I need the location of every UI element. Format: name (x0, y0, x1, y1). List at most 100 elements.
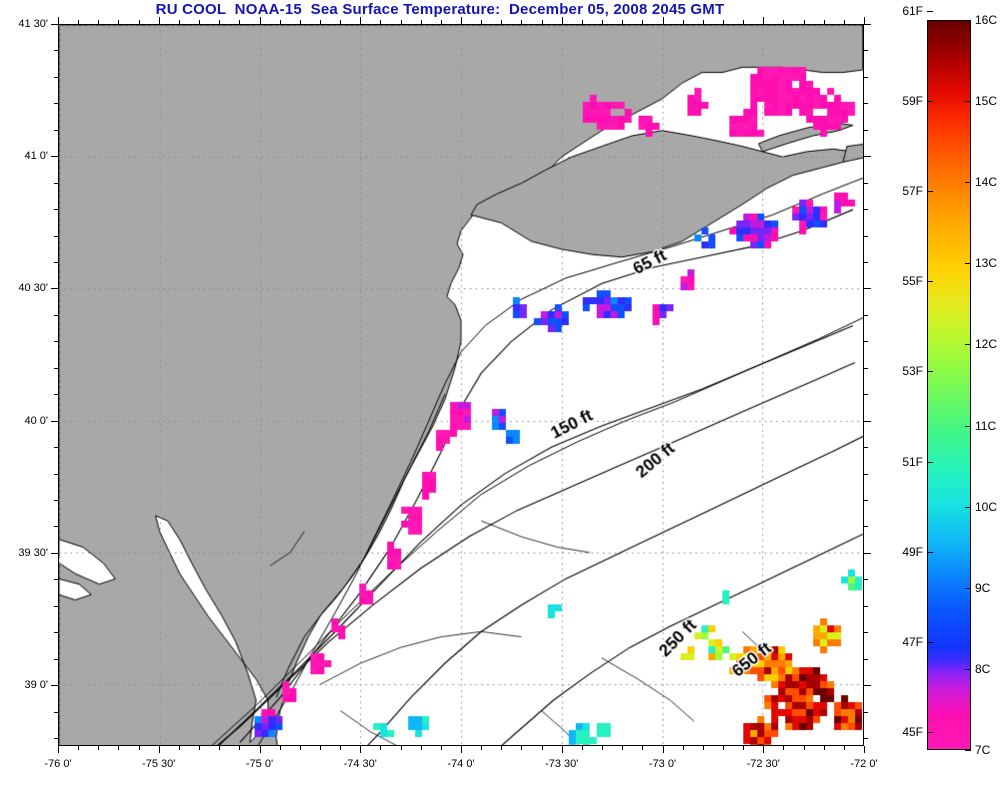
x-axis-minor-tick (178, 20, 180, 24)
y-axis-minor-tick (864, 500, 868, 502)
colorbar-tick-fahrenheit (927, 191, 933, 193)
y-axis-minor-tick (864, 367, 868, 369)
colorbar-tick-fahrenheit (927, 281, 933, 283)
x-axis-minor-tick (219, 20, 221, 24)
colorbar-label-fahrenheit: 61F (902, 3, 923, 18)
y-axis-minor-tick (864, 473, 868, 475)
y-axis-label: 40 0' (24, 414, 48, 427)
y-axis-minor-tick (54, 341, 58, 343)
x-axis-minor-tick (501, 20, 503, 24)
x-axis-minor-tick (219, 746, 221, 750)
x-axis-minor-tick (642, 20, 644, 24)
x-axis-minor-tick (78, 746, 80, 750)
sst-map-canvas[interactable] (59, 25, 863, 745)
x-axis-label: -74 0' (447, 758, 475, 770)
y-axis-minor-tick (54, 526, 58, 528)
y-axis-minor-tick (54, 50, 58, 52)
x-axis-minor-tick (743, 20, 745, 24)
x-axis-minor-tick (319, 746, 321, 750)
map-plot-area[interactable] (58, 24, 864, 746)
y-axis-label: 41 30' (18, 18, 48, 30)
colorbar-tick-fahrenheit (927, 551, 933, 553)
y-axis-minor-tick (864, 658, 868, 660)
x-axis-minor-tick (501, 746, 503, 750)
y-axis-minor-tick (864, 394, 868, 396)
colorbar-label-fahrenheit: 49F (902, 544, 923, 559)
x-axis-tick (864, 746, 865, 753)
y-axis-minor-tick (864, 129, 868, 131)
colorbar-tick-celsius (965, 506, 971, 508)
x-axis-minor-tick (702, 746, 704, 750)
y-axis-minor-tick (864, 76, 868, 78)
x-axis-minor-tick (239, 746, 241, 750)
x-axis-tick (763, 17, 765, 24)
colorbar-tick-celsius (965, 750, 971, 751)
x-axis-tick (58, 746, 59, 753)
x-axis-label: -72 0' (850, 758, 878, 770)
x-axis-tick (158, 17, 160, 24)
y-axis-minor-tick (54, 209, 58, 211)
x-axis-minor-tick (803, 746, 805, 750)
y-axis-tick (864, 156, 871, 158)
colorbar-tick-celsius (965, 668, 971, 670)
x-axis-minor-tick (702, 20, 704, 24)
y-axis-label: 40 30' (18, 282, 48, 295)
colorbar-tick-celsius (965, 344, 971, 346)
x-axis-minor-tick (199, 746, 201, 750)
x-axis-minor-tick (823, 746, 825, 750)
colorbar-tick-fahrenheit (927, 10, 933, 12)
x-axis-minor-tick (541, 20, 543, 24)
y-axis-minor-tick (864, 632, 868, 634)
y-axis-minor-tick (54, 579, 58, 581)
colorbar-tick-celsius (965, 425, 971, 427)
x-axis-minor-tick (682, 20, 684, 24)
x-axis-minor-tick (299, 746, 301, 750)
y-axis-tick (864, 420, 871, 422)
colorbar-label-celsius: 10C (975, 499, 998, 514)
y-axis-minor-tick (54, 711, 58, 713)
x-axis-minor-tick (682, 746, 684, 750)
colorbar-label-fahrenheit: 59F (902, 94, 923, 109)
x-axis-tick (662, 17, 664, 24)
x-axis-minor-tick (420, 20, 422, 24)
x-axis-tick (561, 746, 563, 753)
y-axis-tick (51, 288, 58, 290)
x-axis-minor-tick (98, 746, 100, 750)
x-axis-minor-tick (340, 746, 342, 750)
y-axis-minor-tick (864, 447, 868, 449)
x-axis-minor-tick (783, 20, 785, 24)
y-axis-minor-tick (54, 262, 58, 264)
x-axis-label: -73 30' (545, 758, 579, 770)
x-axis-label: -75 30' (142, 758, 176, 770)
y-axis-minor-tick (54, 394, 58, 396)
colorbar-label-fahrenheit: 53F (902, 364, 923, 379)
y-axis-minor-tick (864, 314, 868, 316)
y-axis-tick (51, 156, 58, 158)
y-axis-minor-tick (54, 103, 58, 105)
x-axis-tick (461, 746, 462, 753)
y-axis-minor-tick (864, 341, 868, 343)
x-axis-minor-tick (380, 20, 382, 24)
x-axis-minor-tick (823, 20, 825, 24)
x-axis-tick (259, 17, 261, 24)
x-axis-minor-tick (602, 746, 604, 750)
colorbar-tick-celsius (965, 587, 971, 589)
y-axis-minor-tick (54, 76, 58, 78)
x-axis-minor-tick (118, 20, 120, 24)
colorbar[interactable] (927, 20, 971, 750)
x-axis-minor-tick (481, 746, 483, 750)
x-axis-tick (158, 746, 160, 753)
x-axis-minor-tick (642, 746, 644, 750)
y-axis-tick (864, 552, 871, 554)
y-axis-minor-tick (54, 314, 58, 316)
x-axis-minor-tick (199, 20, 201, 24)
x-axis-minor-tick (138, 20, 140, 24)
x-axis-minor-tick (239, 20, 241, 24)
y-axis-minor-tick (54, 235, 58, 237)
y-axis-label: 41 0' (24, 150, 48, 163)
y-axis-tick (864, 685, 871, 687)
y-axis-minor-tick (54, 632, 58, 634)
x-axis-label: -72 30' (746, 758, 780, 770)
colorbar-label-celsius: 9C (975, 580, 991, 595)
